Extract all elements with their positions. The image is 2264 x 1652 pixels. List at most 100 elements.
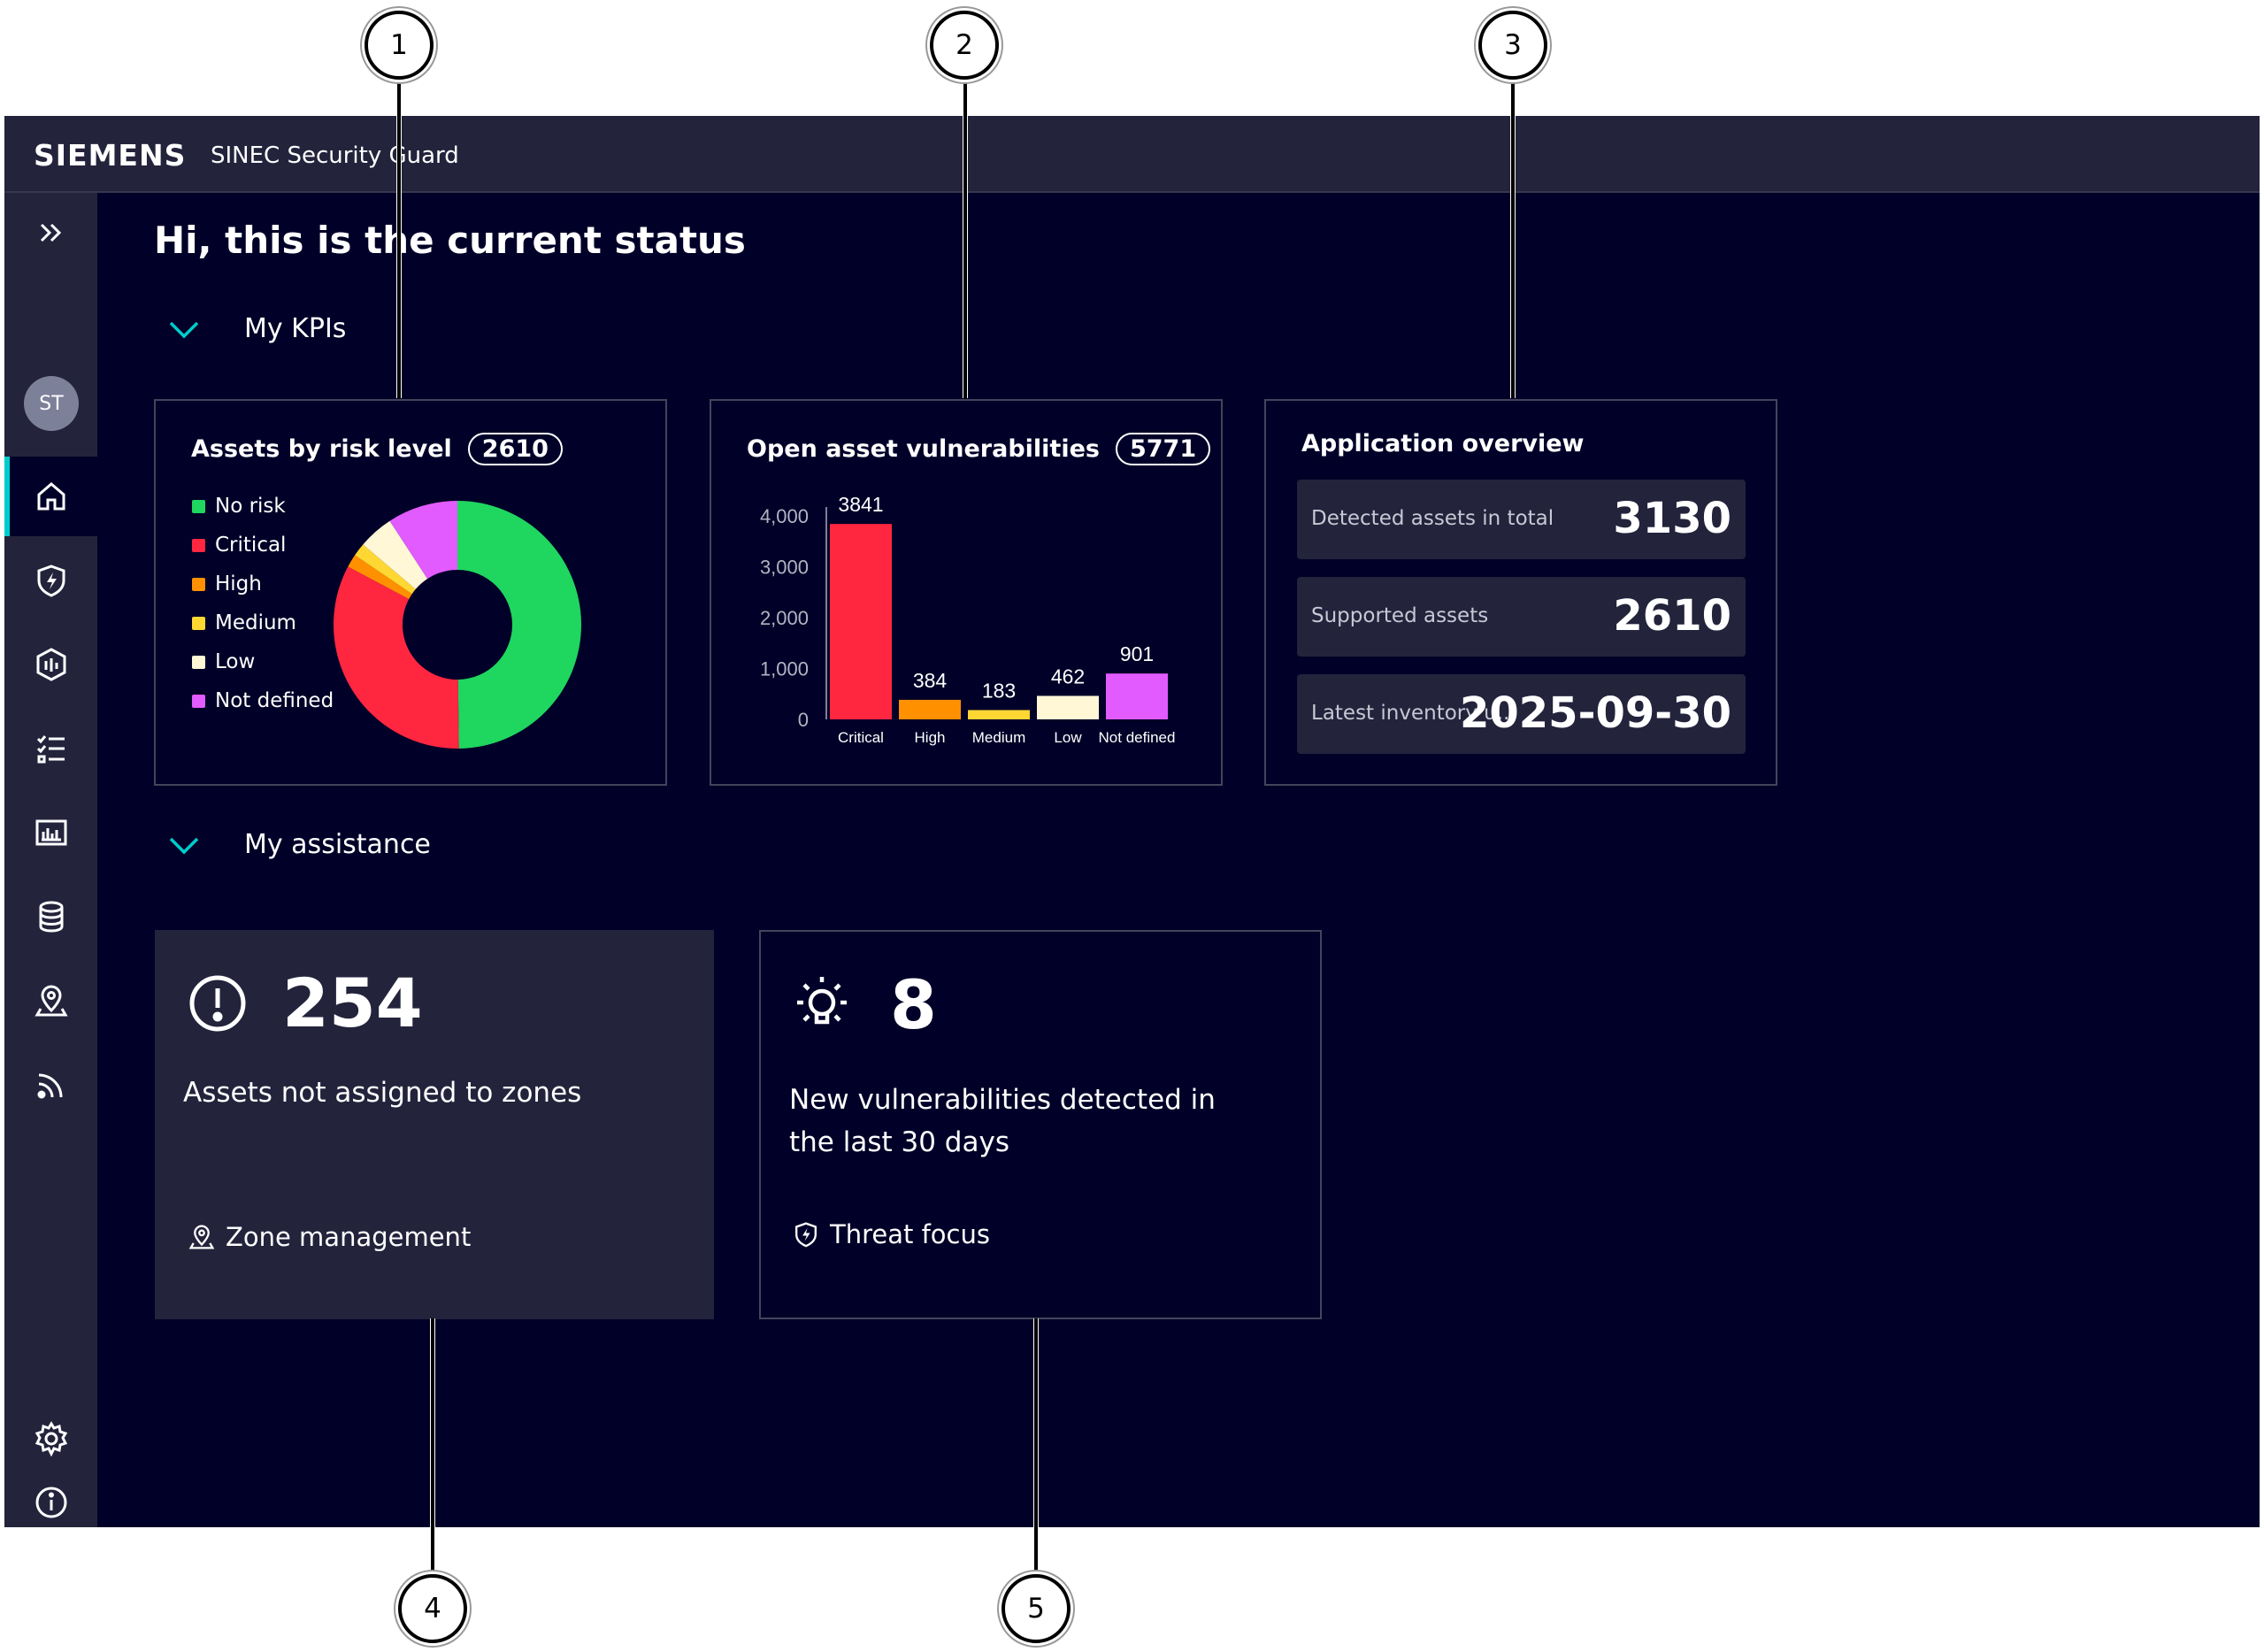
overview-label: Supported assets [1311, 604, 1489, 627]
callout-leader [1510, 80, 1516, 398]
sidebar-item-zones[interactable] [4, 961, 97, 1041]
vulnerability-bar-chart: 4,000 3,000 2,000 1,000 0 3841 Critical 384 High… [760, 493, 1176, 746]
donut-slice[interactable] [363, 520, 428, 589]
sidebar-item-feeds[interactable] [4, 1045, 97, 1125]
legend-item: Medium [192, 603, 334, 642]
section-toggle-assistance[interactable]: My assistance [166, 829, 431, 860]
alert-circle-icon [189, 975, 246, 1032]
callout-leader [396, 80, 402, 398]
legend-item: Critical [192, 526, 334, 565]
bar-not-defined[interactable] [1106, 673, 1168, 719]
legend-label: Medium [215, 611, 296, 634]
user-avatar[interactable]: ST [24, 376, 79, 431]
callout-4: 4 [398, 1574, 467, 1643]
zone-management-link[interactable]: Zone management [187, 1222, 471, 1252]
y-tick-label: 2,000 [760, 607, 809, 629]
vuln-card-header: Open asset vulnerabilities 5771 [747, 433, 1211, 465]
donut-slice[interactable] [348, 555, 412, 599]
legend-swatch [192, 655, 205, 669]
siemens-logo: SIEMENS [34, 138, 187, 173]
donut-slice[interactable] [457, 501, 582, 749]
y-tick-label: 1,000 [760, 658, 809, 680]
legend-item: No risk [192, 487, 334, 526]
donut-slice[interactable] [355, 544, 416, 595]
bar-low[interactable] [1037, 695, 1099, 719]
bar-high[interactable] [899, 699, 961, 719]
top-bar: SIEMENS SINEC Security Guard [4, 116, 2260, 193]
sidebar-item-tasks[interactable] [4, 709, 97, 788]
x-tick-label: Critical [838, 729, 884, 746]
hexagon-chart-icon [36, 648, 65, 681]
info-icon [35, 1487, 66, 1518]
gear-icon [35, 1421, 67, 1457]
checklist-icon [36, 735, 65, 764]
unassigned-assets-count: 254 [282, 964, 423, 1042]
callout-leader [430, 1318, 435, 1577]
bar-critical[interactable] [830, 524, 892, 719]
overview-label: Latest inventory u... [1311, 702, 1516, 725]
legend-swatch [192, 499, 205, 513]
section-title-assistance: My assistance [244, 829, 431, 860]
sidebar-item-vulnerabilities[interactable] [4, 625, 97, 704]
unassigned-assets-card[interactable]: 254 Assets not assigned to zones Zone ma… [155, 930, 714, 1319]
bar-value-label: 901 [1120, 642, 1154, 665]
bar-value-label: 462 [1051, 665, 1085, 688]
zone-management-label: Zone management [226, 1222, 472, 1252]
legend-label: Critical [215, 534, 287, 557]
new-vulnerabilities-description-line1: New vulnerabilities detected in [789, 1084, 1216, 1116]
home-icon [37, 482, 65, 511]
page-title: Hi, this is the current status [154, 219, 746, 262]
shield-bolt-icon [37, 565, 65, 597]
assets-by-risk-card: Assets by risk level 2610 No risk Critica… [154, 399, 667, 786]
new-vulnerabilities-card[interactable]: 8 New vulnerabilities detected in the la… [759, 930, 1322, 1319]
vulnerabilities-card: Open asset vulnerabilities 5771 4,000 3,0… [710, 399, 1223, 786]
chevron-down-icon [169, 321, 199, 338]
donut-slice[interactable] [334, 566, 459, 749]
x-tick-label: Medium [972, 729, 1025, 746]
callout-3: 3 [1478, 11, 1547, 80]
lightbulb-icon [797, 977, 847, 1025]
sidebar-item-reports[interactable] [4, 793, 97, 872]
new-vulnerabilities-count: 8 [890, 965, 937, 1044]
sidebar: ST [4, 193, 97, 1527]
threat-focus-link[interactable]: Threat focus [791, 1219, 990, 1249]
callout-leader [1033, 1318, 1039, 1577]
risk-card-title: Assets by risk level [191, 435, 452, 463]
overview-value: 3130 [1613, 494, 1731, 543]
y-tick-label: 4,000 [760, 505, 809, 527]
expand-sidebar-button[interactable] [4, 193, 97, 273]
callout-1: 1 [365, 11, 434, 80]
section-toggle-kpis[interactable]: My KPIs [166, 313, 346, 344]
callout-leader [963, 80, 968, 398]
vuln-card-title: Open asset vulnerabilities [747, 435, 1100, 463]
risk-legend: No risk Critical High Medium Low Not defined [192, 487, 334, 720]
location-pin-icon [34, 985, 68, 1017]
app-title: SINEC Security Guard [211, 142, 459, 169]
sidebar-item-assets[interactable] [4, 877, 97, 957]
bar-value-label: 3841 [838, 493, 883, 516]
location-pin-icon [188, 1225, 215, 1249]
report-chart-icon [35, 819, 66, 846]
legend-item: Not defined [192, 681, 334, 720]
overview-value: 2025-09-30 [1459, 688, 1731, 738]
bar-medium[interactable] [968, 710, 1030, 719]
y-tick-label: 0 [798, 709, 809, 731]
threat-focus-label: Threat focus [830, 1219, 990, 1249]
sidebar-item-home[interactable] [4, 457, 97, 536]
legend-swatch [192, 538, 205, 552]
risk-count-badge: 2610 [467, 433, 563, 465]
legend-label: High [215, 572, 262, 595]
unassigned-assets-description: Assets not assigned to zones [183, 1077, 582, 1109]
double-chevron-right-icon [40, 223, 61, 242]
info-button[interactable] [4, 1463, 97, 1527]
callout-5: 5 [1002, 1574, 1071, 1643]
bar-value-label: 384 [913, 669, 948, 692]
sidebar-item-threat-focus[interactable] [4, 541, 97, 620]
donut-slice[interactable] [389, 501, 457, 580]
rss-feed-icon [37, 1073, 62, 1099]
legend-swatch [192, 694, 205, 708]
x-tick-label: Not defined [1099, 729, 1176, 746]
shield-bolt-icon [795, 1222, 817, 1248]
settings-button[interactable] [4, 1399, 97, 1479]
y-tick-label: 3,000 [760, 557, 809, 579]
